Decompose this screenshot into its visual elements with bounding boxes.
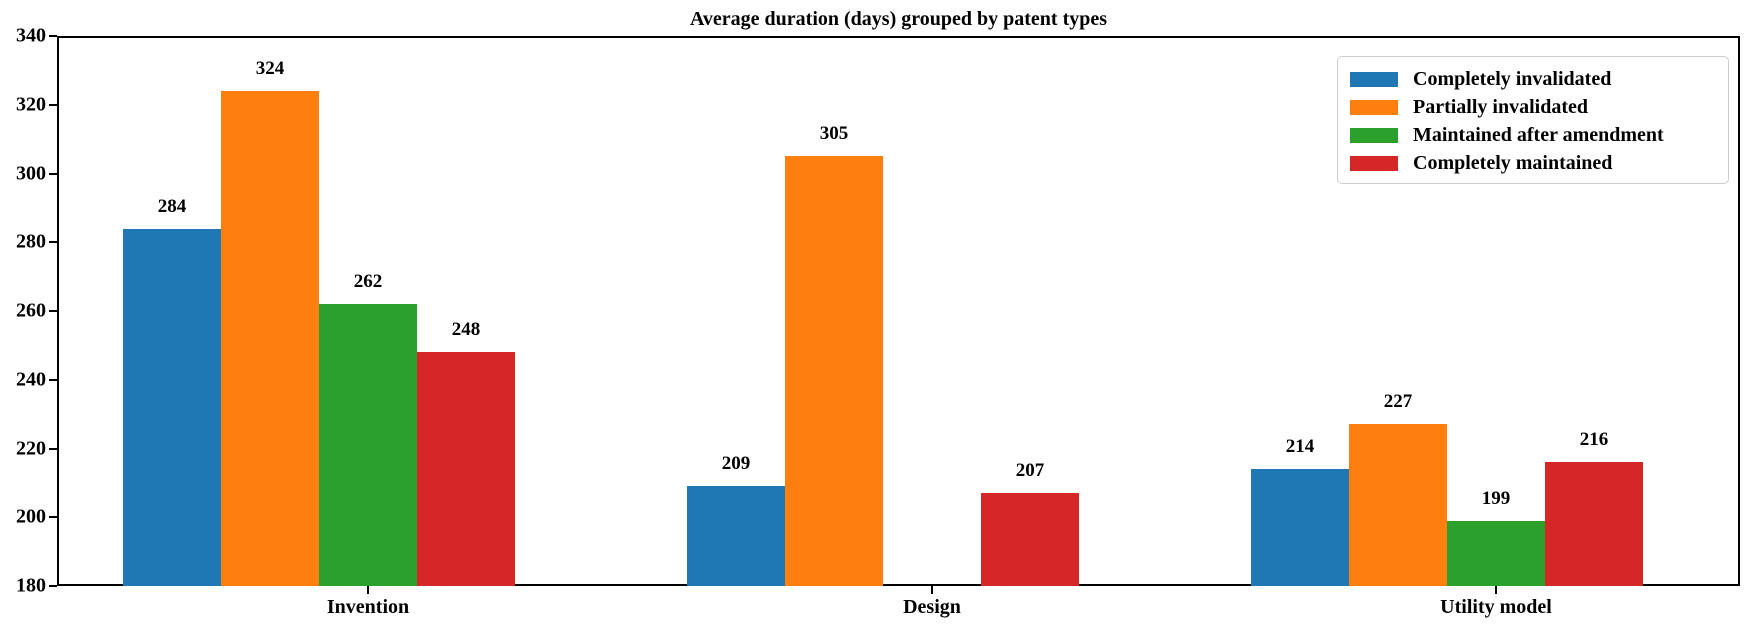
chart-title: Average duration (days) grouped by paten… [689, 8, 1108, 30]
y-tick-mark [49, 516, 57, 519]
bar-completely-invalidated-utility-model [1251, 469, 1349, 586]
y-tick-mark [49, 35, 57, 37]
bar-completely-invalidated-invention [123, 228, 221, 586]
bar-partially-invalidated-design [785, 156, 883, 586]
bar-value-label: 209 [721, 453, 751, 475]
y-tick-label-240: 240 [16, 368, 46, 391]
y-tick-mark [49, 172, 57, 175]
bar-completely-invalidated-design [687, 486, 785, 586]
legend-label: Maintained after amendment [1413, 124, 1664, 146]
y-tick-label-200: 200 [16, 505, 46, 528]
bar-value-label: 262 [353, 271, 383, 293]
legend-label: Completely invalidated [1413, 68, 1612, 90]
bar-value-label: 214 [1285, 436, 1315, 458]
bar-value-label: 199 [1481, 487, 1511, 509]
legend-swatch-icon [1350, 99, 1398, 115]
y-tick-mark [49, 585, 57, 587]
x-tick-mark [1495, 586, 1497, 594]
bar-completely-maintained-utility-model [1545, 462, 1643, 586]
legend-swatch-icon [1350, 127, 1398, 143]
y-tick-label-300: 300 [16, 162, 46, 184]
bar-value-label: 284 [157, 195, 187, 217]
bar-completely-maintained-design [981, 493, 1079, 586]
y-tick-mark [49, 103, 57, 106]
bar-maintained-after-amendment-invention [319, 304, 417, 586]
bar-value-label: 207 [1015, 460, 1045, 482]
bar-value-label: 324 [255, 58, 285, 79]
legend-label: Partially invalidated [1413, 96, 1588, 118]
legend-swatch-icon [1350, 71, 1398, 87]
legend-item-maintained-after-amendment: Maintained after amendment [1350, 122, 1718, 148]
y-tick-label-320: 320 [16, 93, 46, 116]
y-tick-mark [49, 310, 57, 312]
x-tick-label-design: Design [903, 596, 961, 618]
legend-item-completely-invalidated: Completely invalidated [1350, 66, 1718, 92]
bar-partially-invalidated-invention [221, 91, 319, 586]
legend-swatch-icon [1350, 155, 1398, 171]
y-tick-label-180: 180 [16, 574, 46, 597]
y-tick-label-340: 340 [16, 24, 46, 47]
bar-completely-maintained-invention [417, 352, 515, 586]
bar-value-label: 216 [1579, 429, 1609, 451]
x-tick-mark [367, 586, 369, 594]
bar-value-label: 227 [1383, 391, 1413, 413]
bar-maintained-after-amendment-utility-model [1447, 520, 1545, 586]
bar-partially-invalidated-utility-model [1349, 424, 1447, 586]
y-tick-label-260: 260 [16, 299, 46, 322]
y-tick-mark [49, 378, 57, 381]
y-tick-mark [49, 241, 57, 244]
bar-value-label: 305 [819, 123, 849, 145]
y-tick-label-220: 220 [16, 437, 46, 459]
legend: Completely invalidated Partially invalida… [1337, 56, 1729, 184]
legend-item-completely-maintained: Completely maintained [1350, 150, 1718, 176]
y-tick-mark [49, 447, 57, 450]
y-tick-label-280: 280 [16, 230, 46, 253]
legend-label: Completely maintained [1413, 152, 1613, 174]
x-tick-mark [931, 586, 933, 594]
x-tick-label-utility-model: Utility model [1440, 596, 1552, 618]
legend-item-partially-invalidated: Partially invalidated [1350, 94, 1718, 120]
bar-value-label: 248 [451, 319, 481, 341]
x-tick-label-invention: Invention [326, 596, 410, 618]
